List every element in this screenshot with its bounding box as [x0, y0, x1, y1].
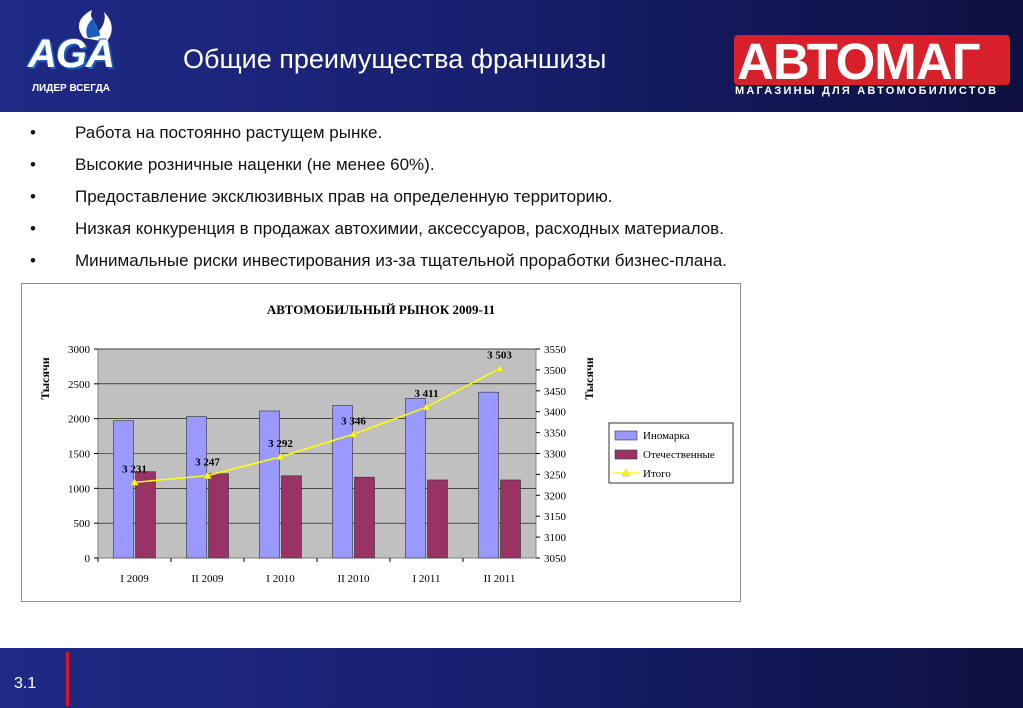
- bullet-marker: •: [30, 187, 36, 206]
- y2-tick-label: 3450: [544, 386, 567, 398]
- y2-tick-label: 3300: [544, 449, 567, 461]
- bullet-text: Работа на постоянно растущем рынке.: [75, 123, 383, 142]
- bar-foreign: [186, 416, 207, 559]
- bar-foreign: [332, 405, 353, 559]
- bar-domestic: [281, 475, 302, 559]
- y-tick-label: 3000: [68, 344, 91, 356]
- legend-label: Иномарка: [643, 430, 690, 442]
- legend-label: Итого: [643, 468, 671, 480]
- x-tick-label: II 2009: [191, 573, 224, 585]
- y-tick-label: 1000: [68, 483, 91, 495]
- y2-axis-label: Тысячи: [582, 357, 596, 399]
- y-tick-label: 1500: [68, 449, 91, 461]
- y2-tick-label: 3150: [544, 511, 567, 523]
- bar-domestic: [500, 479, 521, 559]
- x-tick-label: II 2010: [337, 573, 370, 585]
- y2-tick-label: 3250: [544, 469, 567, 481]
- bar-domestic: [354, 476, 375, 559]
- total-line: [134, 367, 500, 484]
- chart-frame: АВТОМОБИЛЬНЫЙ РЫНОК 2009-11 0 500 1000 1500 2…: [21, 283, 741, 602]
- data-label: 3 503: [487, 350, 512, 362]
- data-label: 3 411: [414, 388, 438, 400]
- x-tick-label: I 2009: [120, 573, 149, 585]
- x-tick-label: I 2010: [266, 573, 295, 585]
- aga-slogan: ЛИДЕР ВСЕГДА: [32, 83, 110, 94]
- legend-swatch-foreign: [614, 430, 638, 441]
- x-tick-label: II 2011: [484, 573, 516, 585]
- bar-domestic: [208, 473, 229, 559]
- y2-tick-label: 3500: [544, 365, 567, 377]
- slide-title: Общие преимущества франшизы: [183, 44, 607, 74]
- data-label: 3 247: [195, 457, 220, 469]
- avtomag-subtitle: МАГАЗИНЫ ДЛЯ АВТОМОБИЛИСТОВ: [735, 85, 999, 97]
- total-point: [495, 364, 504, 372]
- y-axis-label: Тысячи: [38, 357, 52, 399]
- total-point: [422, 402, 431, 411]
- market-chart: АВТОМОБИЛЬНЫЙ РЫНОК 2009-11 0 500 1000 1500 2…: [38, 302, 734, 585]
- y-tick-label: 2000: [68, 414, 91, 426]
- y2-tick-label: 3200: [544, 490, 567, 502]
- footer-bar: [0, 648, 1023, 708]
- bar-domestic: [427, 479, 448, 559]
- bullet-marker: •: [30, 155, 36, 174]
- legend-swatch-domestic: [614, 449, 638, 460]
- y-tick-label: 2500: [68, 379, 91, 391]
- total-point: [349, 429, 358, 438]
- total-point: [130, 477, 139, 486]
- x-tick-label: I 2011: [412, 573, 440, 585]
- avtomag-logo-frame: [734, 35, 1010, 85]
- slide-number: 3.1: [14, 675, 37, 692]
- legend-label: Отечественные: [643, 449, 715, 461]
- bullet-marker: •: [30, 123, 36, 142]
- bar-foreign: [113, 420, 134, 559]
- y-tick-label: 0: [85, 553, 91, 565]
- chart-title: АВТОМОБИЛЬНЫЙ РЫНОК 2009-11: [267, 302, 495, 317]
- data-label: 3 231: [122, 463, 147, 475]
- total-point: [203, 471, 212, 479]
- aga-logo: AGA: [28, 32, 115, 76]
- legend-marker-total: [621, 468, 631, 477]
- bar-foreign: [478, 391, 499, 559]
- y2-tick-label: 3550: [544, 344, 567, 356]
- bar-foreign: [405, 398, 426, 559]
- bullet-text: Минимальные риски инвестирования из-за т…: [75, 251, 727, 270]
- bar-foreign: [259, 410, 280, 559]
- aga-flame-icon: [78, 10, 112, 42]
- y2-tick-label: 3350: [544, 428, 567, 440]
- bar-domestic: [135, 471, 156, 559]
- y2-tick-label: 3400: [544, 407, 567, 419]
- y-tick-label: 500: [74, 518, 91, 530]
- bullet-text: Высокие розничные наценки (не менее 60%)…: [75, 155, 435, 174]
- bullet-text: Низкая конкуренция в продажах автохимии,…: [75, 219, 724, 238]
- bullet-marker: •: [30, 219, 36, 238]
- avtomag-logo: АВТОМАГ: [737, 33, 980, 90]
- y2-tick-label: 3050: [544, 553, 567, 565]
- bullet-text: Предоставление эксклюзивных прав на опре…: [75, 187, 613, 206]
- data-label: 3 346: [341, 415, 366, 427]
- footer-accent-line: [66, 652, 69, 706]
- y2-tick-label: 3100: [544, 532, 567, 544]
- data-label: 3 292: [268, 438, 293, 450]
- bullet-marker: •: [30, 251, 36, 270]
- total-point: [276, 452, 285, 461]
